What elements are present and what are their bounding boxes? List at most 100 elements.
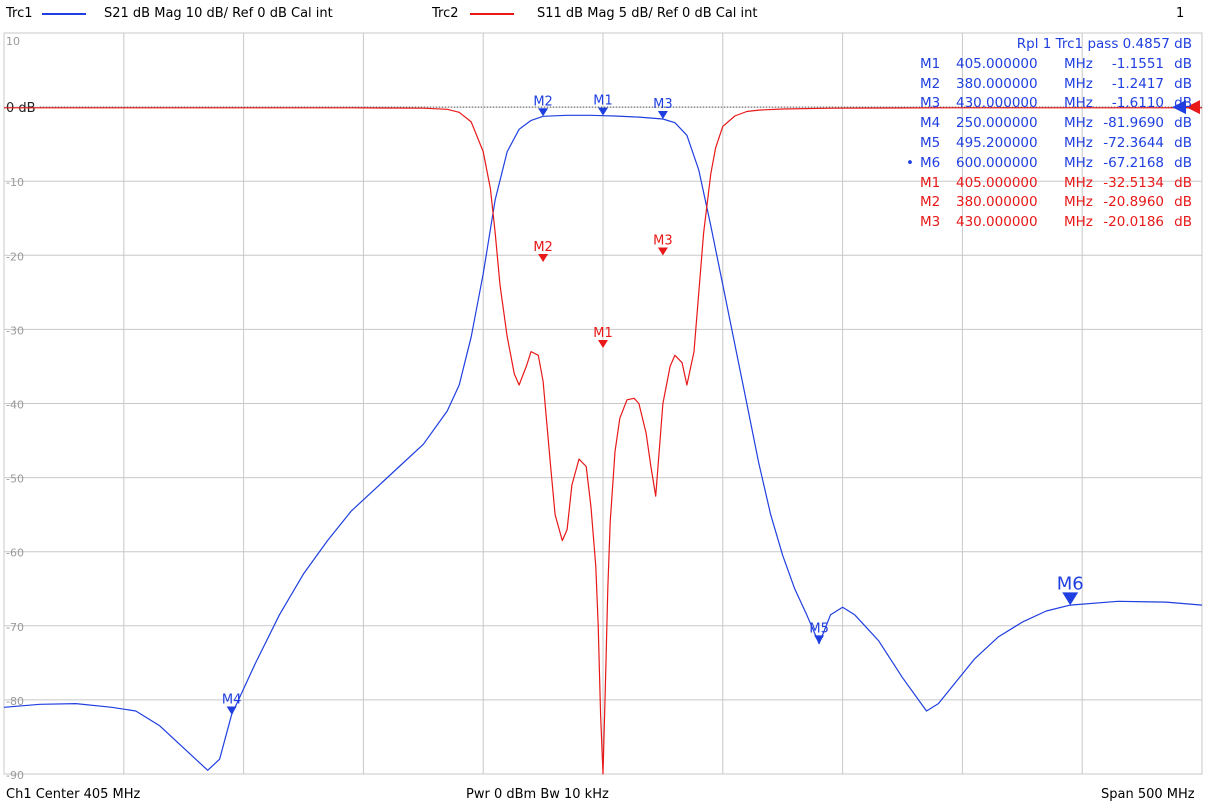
trace-trc2[interactable]	[4, 107, 1202, 775]
span-frequency[interactable]: Span 500 MHz	[1101, 787, 1195, 802]
marker-value: -1.6110	[1111, 95, 1164, 112]
marker-label-trc1-m4: M4	[222, 692, 242, 707]
y-tick-label: -70	[6, 621, 24, 634]
marker-row-trc1-m4[interactable]: M4 250.000000 MHz -81.9690 dB	[880, 115, 1196, 135]
marker-trc2-m3[interactable]	[657, 247, 668, 256]
marker-db-unit: dB	[1174, 194, 1192, 211]
marker-name: M6	[920, 154, 941, 171]
marker-name: M2	[920, 194, 941, 211]
trc2-label[interactable]: Trc2	[432, 6, 459, 21]
marker-unit: MHz	[1064, 154, 1093, 171]
ripple-text: Rpl 1 Trc1 pass 0.4857 dB	[1016, 36, 1192, 52]
marker-stimulus: 405.000000	[956, 174, 1038, 191]
marker-trc1-m5[interactable]	[814, 635, 825, 644]
ripple-row: Rpl 1 Trc1 pass 0.4857 dB	[880, 36, 1196, 56]
y-tick-label: 10	[6, 35, 20, 48]
marker-label-trc2-m3: M3	[653, 233, 673, 248]
marker-label-trc2-m2: M2	[533, 240, 553, 255]
marker-db-unit: dB	[1174, 154, 1192, 171]
trc1-description[interactable]: S21 dB Mag 10 dB/ Ref 0 dB Cal int	[104, 6, 333, 21]
active-marker-dot: •	[906, 154, 914, 171]
marker-stimulus: 405.000000	[956, 55, 1038, 72]
trc2-line-sample	[470, 13, 514, 15]
ref-level-arrow-trc2[interactable]	[1186, 100, 1200, 115]
y-tick-label: -10	[6, 176, 24, 189]
marker-row-trc1-m2[interactable]: M2 380.000000 MHz -1.2417 dB	[880, 76, 1196, 96]
marker-row-trc1-m5[interactable]: M5 495.200000 MHz -72.3644 dB	[880, 135, 1196, 155]
marker-trc2-m2[interactable]	[538, 253, 549, 262]
marker-label-trc2-m1: M1	[593, 326, 613, 341]
marker-value: -72.3644	[1103, 134, 1164, 151]
y-tick-label: -30	[6, 324, 24, 337]
trace-header: Trc1 S21 dB Mag 10 dB/ Ref 0 dB Cal int …	[0, 0, 1208, 30]
marker-row-trc2-m3[interactable]: M3 430.000000 MHz -20.0186 dB	[880, 214, 1196, 234]
marker-stimulus: 600.000000	[956, 154, 1038, 171]
marker-row-trc2-m1[interactable]: M1 405.000000 MHz -32.5134 dB	[880, 175, 1196, 195]
marker-unit: MHz	[1064, 194, 1093, 211]
y-tick-label: -90	[6, 769, 24, 782]
marker-label-trc1-m3: M3	[653, 97, 673, 112]
marker-db-unit: dB	[1174, 95, 1192, 112]
marker-value: -20.0186	[1103, 214, 1164, 231]
marker-name: M5	[920, 134, 941, 151]
marker-unit: MHz	[1064, 214, 1093, 231]
marker-unit: MHz	[1064, 134, 1093, 151]
marker-value: -20.8960	[1103, 194, 1164, 211]
marker-row-trc1-m6[interactable]: • M6 600.000000 MHz -67.2168 dB	[880, 155, 1196, 175]
power-bandwidth[interactable]: Pwr 0 dBm Bw 10 kHz	[466, 787, 609, 802]
marker-stimulus: 430.000000	[956, 214, 1038, 231]
marker-name: M4	[920, 115, 941, 132]
y-tick-label: -40	[6, 399, 24, 412]
marker-db-unit: dB	[1174, 75, 1192, 92]
marker-value: -1.1551	[1111, 55, 1164, 72]
marker-row-trc2-m2[interactable]: M2 380.000000 MHz -20.8960 dB	[880, 194, 1196, 214]
trc1-line-sample	[42, 13, 86, 15]
trace-trc1[interactable]	[3, 114, 1203, 771]
marker-trc2-m1[interactable]	[598, 340, 608, 349]
marker-unit: MHz	[1064, 115, 1093, 132]
marker-info-table: Rpl 1 Trc1 pass 0.4857 dB M1 405.000000 MH…	[880, 36, 1196, 234]
y-tick-label: -50	[6, 473, 24, 486]
marker-unit: MHz	[1064, 95, 1093, 112]
marker-unit: MHz	[1064, 75, 1093, 92]
marker-value: -1.2417	[1111, 75, 1164, 92]
marker-unit: MHz	[1064, 55, 1093, 72]
marker-db-unit: dB	[1174, 55, 1192, 72]
y-tick-label: -20	[6, 250, 24, 263]
marker-trc1-m3[interactable]	[657, 111, 668, 120]
marker-name: M1	[920, 55, 941, 72]
marker-label-trc1-m6: M6	[1057, 573, 1084, 594]
marker-label-trc1-m1: M1	[593, 94, 613, 109]
ref-level-arrow-trc1[interactable]	[1172, 100, 1186, 115]
marker-name: M3	[920, 214, 941, 231]
marker-trc1-m6[interactable]	[1062, 592, 1079, 606]
marker-stimulus: 430.000000	[956, 95, 1038, 112]
y-tick-label: -60	[6, 547, 24, 560]
marker-trc1-m4[interactable]	[226, 706, 237, 715]
marker-name: M2	[920, 75, 941, 92]
marker-row-trc1-m1[interactable]: M1 405.000000 MHz -1.1551 dB	[880, 56, 1196, 76]
channel-footer: Ch1 Center 405 MHz Pwr 0 dBm Bw 10 kHz S…	[0, 785, 1208, 809]
y-tick-label: 0 dB	[6, 101, 36, 116]
trc1-label[interactable]: Trc1	[6, 6, 33, 21]
marker-label-trc1-m2: M2	[533, 94, 553, 109]
marker-trc1-m2[interactable]	[538, 108, 549, 117]
channel-count: 1	[1176, 6, 1185, 21]
marker-stimulus: 380.000000	[956, 194, 1038, 211]
marker-row-trc1-m3[interactable]: M3 430.000000 MHz -1.6110 dB	[880, 95, 1196, 115]
marker-name: M3	[920, 95, 941, 112]
marker-value: -32.5134	[1103, 174, 1164, 191]
center-frequency[interactable]: Ch1 Center 405 MHz	[6, 787, 141, 802]
marker-stimulus: 495.200000	[956, 134, 1038, 151]
trc2-description[interactable]: S11 dB Mag 5 dB/ Ref 0 dB Cal int	[537, 6, 758, 21]
marker-stimulus: 250.000000	[956, 115, 1038, 132]
y-tick-label: -80	[6, 695, 24, 708]
marker-trc1-m1[interactable]	[598, 107, 608, 116]
marker-stimulus: 380.000000	[956, 75, 1038, 92]
marker-name: M1	[920, 174, 941, 191]
marker-db-unit: dB	[1174, 115, 1192, 132]
marker-db-unit: dB	[1174, 134, 1192, 151]
marker-value: -81.9690	[1103, 115, 1164, 132]
marker-label-trc1-m5: M5	[809, 621, 829, 636]
